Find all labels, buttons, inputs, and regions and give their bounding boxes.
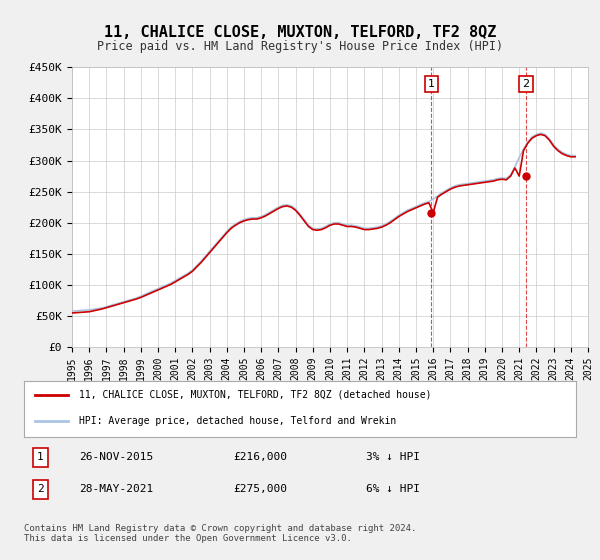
Text: HPI: Average price, detached house, Telford and Wrekin: HPI: Average price, detached house, Telf… bbox=[79, 416, 397, 426]
Text: 1: 1 bbox=[37, 452, 44, 462]
Text: 6% ↓ HPI: 6% ↓ HPI bbox=[366, 484, 420, 494]
Text: 26-NOV-2015: 26-NOV-2015 bbox=[79, 452, 154, 462]
Text: 3% ↓ HPI: 3% ↓ HPI bbox=[366, 452, 420, 462]
Text: £275,000: £275,000 bbox=[234, 484, 288, 494]
Text: Contains HM Land Registry data © Crown copyright and database right 2024.
This d: Contains HM Land Registry data © Crown c… bbox=[24, 524, 416, 543]
Text: 1: 1 bbox=[428, 79, 435, 89]
Text: Price paid vs. HM Land Registry's House Price Index (HPI): Price paid vs. HM Land Registry's House … bbox=[97, 40, 503, 53]
Text: 11, CHALICE CLOSE, MUXTON, TELFORD, TF2 8QZ (detached house): 11, CHALICE CLOSE, MUXTON, TELFORD, TF2 … bbox=[79, 390, 432, 400]
Text: 11, CHALICE CLOSE, MUXTON, TELFORD, TF2 8QZ: 11, CHALICE CLOSE, MUXTON, TELFORD, TF2 … bbox=[104, 25, 496, 40]
Text: 2: 2 bbox=[37, 484, 44, 494]
Text: 28-MAY-2021: 28-MAY-2021 bbox=[79, 484, 154, 494]
Text: £216,000: £216,000 bbox=[234, 452, 288, 462]
Text: 2: 2 bbox=[523, 79, 530, 89]
